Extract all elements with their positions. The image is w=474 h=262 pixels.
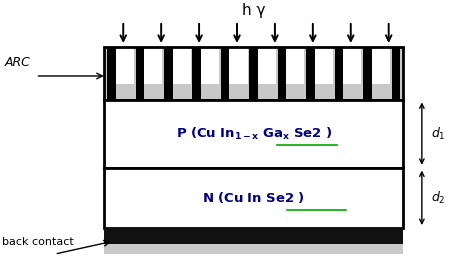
Bar [192,47,201,100]
Bar [164,47,173,100]
Bar [343,47,361,84]
Text: $\mathbf{P\ (Cu\ In_{1-x}\ Ga_{x}\ Se2\ )}$: $\mathbf{P\ (Cu\ In_{1-x}\ Ga_{x}\ Se2\ … [175,125,332,142]
Bar [116,47,134,84]
Text: ARC: ARC [5,56,31,69]
Bar [104,100,403,168]
Bar [104,47,403,100]
Bar [107,47,116,100]
Bar [363,47,372,100]
Text: back contact: back contact [2,237,74,247]
Bar [104,168,403,228]
Bar [278,47,286,100]
Bar [372,47,390,84]
Bar [315,47,333,84]
Bar [306,47,315,100]
Text: $d_2$: $d_2$ [431,190,446,206]
Bar [104,47,403,100]
Bar [104,228,403,244]
Bar [136,47,144,100]
Bar [249,47,258,100]
Bar [173,47,191,84]
Bar [144,47,162,84]
Bar [258,47,276,84]
Text: $d_1$: $d_1$ [431,125,446,142]
Bar [392,47,400,100]
Bar [286,47,304,84]
Text: $\mathbf{N\ (Cu\ In\ Se2\ )}$: $\mathbf{N\ (Cu\ In\ Se2\ )}$ [202,190,305,205]
Bar [221,47,229,100]
Bar [201,47,219,84]
Bar [104,244,403,254]
Bar [335,47,343,100]
Text: h γ: h γ [242,3,265,18]
Bar [229,47,247,84]
